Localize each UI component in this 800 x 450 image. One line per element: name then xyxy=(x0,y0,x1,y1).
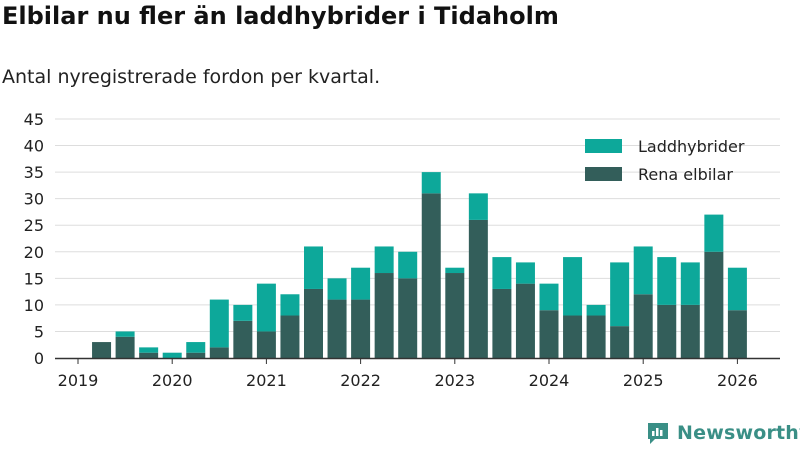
bars xyxy=(92,172,747,358)
bar-rena-elbilar xyxy=(610,326,630,358)
x-tick-label: 2020 xyxy=(152,371,193,390)
bar-laddhybrider xyxy=(374,246,394,274)
bar-rena-elbilar xyxy=(539,310,559,358)
bar-laddhybrider xyxy=(186,342,206,353)
bar-laddhybrider xyxy=(704,214,724,252)
bar-rena-elbilar xyxy=(327,299,347,358)
newsworthy-logo-icon xyxy=(648,423,668,444)
bar-rena-elbilar xyxy=(563,315,583,358)
bar-laddhybrider xyxy=(633,246,653,295)
bar-laddhybrider xyxy=(610,262,630,327)
bar-laddhybrider xyxy=(680,262,700,305)
bar-laddhybrider xyxy=(256,283,276,332)
bar-rena-elbilar xyxy=(468,219,488,358)
bar-laddhybrider xyxy=(657,257,677,305)
bar-rena-elbilar xyxy=(304,288,323,358)
y-tick-label: 15 xyxy=(24,269,44,288)
bar-rena-elbilar xyxy=(586,315,606,358)
y-tick-label: 0 xyxy=(34,349,44,368)
bar-rena-elbilar xyxy=(115,336,135,358)
x-tick-label: 2021 xyxy=(246,371,287,390)
bar-rena-elbilar xyxy=(374,273,394,358)
bar-laddhybrider xyxy=(445,267,465,274)
bar-laddhybrider xyxy=(563,257,583,316)
bar-laddhybrider xyxy=(209,299,229,348)
bar-laddhybrider xyxy=(280,294,300,316)
bar-rena-elbilar xyxy=(727,310,747,358)
legend: Laddhybrider Rena elbilar xyxy=(585,137,745,184)
chart-subtitle: Antal nyregistrerade fordon per kvartal. xyxy=(2,66,381,88)
x-axis: 2019 2020 2021 2022 2023 2024 2025 2026 xyxy=(55,357,780,390)
bar-rena-elbilar xyxy=(492,288,512,358)
y-tick-label: 20 xyxy=(24,243,44,262)
bar-rena-elbilar xyxy=(280,315,300,358)
bar-rena-elbilar xyxy=(680,304,700,358)
x-tick-label: 2025 xyxy=(623,371,664,390)
bar-rena-elbilar xyxy=(92,342,112,358)
bar-rena-elbilar xyxy=(704,251,724,358)
bar-laddhybrider xyxy=(351,267,371,300)
bar-rena-elbilar xyxy=(633,294,653,358)
bar-laddhybrider xyxy=(304,246,323,289)
bar-rena-elbilar xyxy=(186,352,206,358)
bar-rena-elbilar xyxy=(256,331,276,358)
bar-rena-elbilar xyxy=(233,320,253,358)
chart-title: Elbilar nu fler än laddhybrider i Tidaho… xyxy=(2,2,559,30)
y-tick-label: 25 xyxy=(24,216,44,235)
legend-label: Rena elbilar xyxy=(638,165,733,184)
y-tick-label: 35 xyxy=(24,163,44,182)
x-tick-label: 2023 xyxy=(434,371,475,390)
bar-rena-elbilar xyxy=(657,304,677,358)
bar-rena-elbilar xyxy=(398,278,418,358)
bar-rena-elbilar xyxy=(515,283,535,358)
bar-laddhybrider xyxy=(586,304,606,316)
brand-name: Newsworthy xyxy=(677,422,800,444)
bar-rena-elbilar xyxy=(351,299,371,358)
x-tick-label: 2024 xyxy=(529,371,570,390)
bar-rena-elbilar xyxy=(445,273,465,358)
y-tick-label: 10 xyxy=(24,296,44,315)
x-tick-label: 2022 xyxy=(340,371,381,390)
bar-laddhybrider xyxy=(115,331,135,337)
x-tick-label: 2026 xyxy=(717,371,758,390)
bar-laddhybrider xyxy=(468,193,488,220)
legend-label: Laddhybrider xyxy=(638,137,745,156)
y-tick-label: 45 xyxy=(24,110,44,129)
bar-laddhybrider xyxy=(162,352,182,358)
y-tick-label: 5 xyxy=(34,322,44,341)
bar-laddhybrider xyxy=(492,257,512,289)
bar-rena-elbilar xyxy=(139,352,159,358)
bar-laddhybrider xyxy=(398,251,418,279)
y-axis-ticks: 0 5 10 15 20 25 30 35 40 45 xyxy=(24,110,44,368)
y-tick-label: 40 xyxy=(24,137,44,156)
legend-swatch xyxy=(585,139,622,153)
bar-rena-elbilar xyxy=(209,347,229,358)
x-tick-label: 2019 xyxy=(58,371,99,390)
bar-laddhybrider xyxy=(233,304,253,321)
y-tick-label: 30 xyxy=(24,190,44,209)
bar-laddhybrider xyxy=(539,283,559,311)
bar-rena-elbilar xyxy=(421,193,441,358)
bar-laddhybrider xyxy=(727,267,747,311)
legend-swatch xyxy=(585,167,622,181)
bar-laddhybrider xyxy=(139,347,159,353)
bar-laddhybrider xyxy=(327,278,347,300)
bar-laddhybrider xyxy=(421,172,441,194)
bar-laddhybrider xyxy=(515,262,535,284)
newsworthy-logo: Newsworthy xyxy=(645,420,800,446)
